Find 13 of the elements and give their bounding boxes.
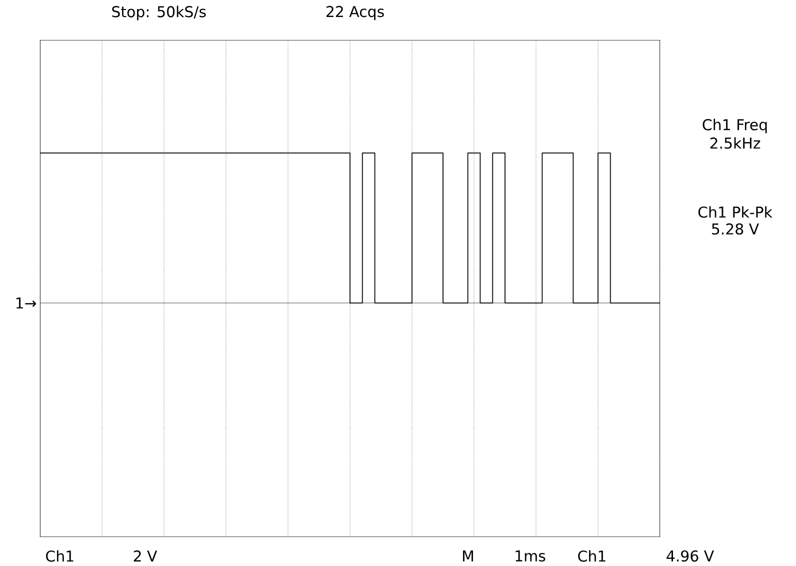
text: Stop: 50kS/s [112,6,206,20]
text: 2 V [134,550,158,562]
text: 22 Acqs [326,6,384,20]
text: Ch1 [578,550,606,562]
text: 5.28 V [712,223,759,235]
text: 2.5kHz [710,137,760,149]
text: Ch1 Freq [702,118,767,134]
text: 1→ [16,298,36,308]
text: Ch1 Pk-Pk [698,206,772,218]
text: M [463,550,473,562]
text: 4.96 V [666,550,714,562]
text: 1ms [516,550,546,562]
text: Ch1 [46,550,74,562]
